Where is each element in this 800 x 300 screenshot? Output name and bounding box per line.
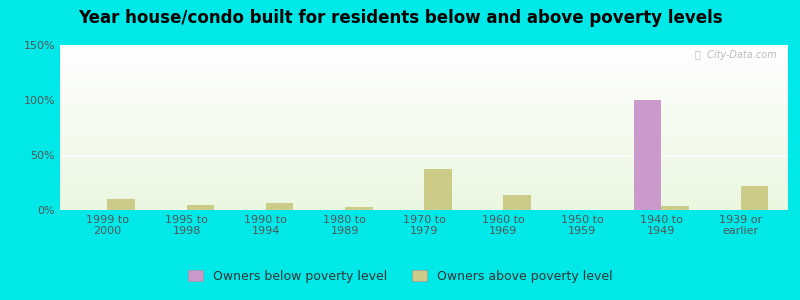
Text: ⓘ  City-Data.com: ⓘ City-Data.com — [695, 50, 777, 60]
Bar — [662, 206, 689, 210]
Bar — [107, 199, 135, 210]
Text: Year house/condo built for residents below and above poverty levels: Year house/condo built for residents bel… — [78, 9, 722, 27]
Bar — [345, 207, 373, 210]
Bar — [634, 100, 662, 210]
Bar — [424, 169, 452, 210]
Legend: Owners below poverty level, Owners above poverty level: Owners below poverty level, Owners above… — [182, 265, 618, 288]
Bar — [503, 195, 531, 210]
Bar — [186, 205, 214, 210]
Bar — [741, 186, 768, 210]
Bar — [266, 203, 294, 210]
